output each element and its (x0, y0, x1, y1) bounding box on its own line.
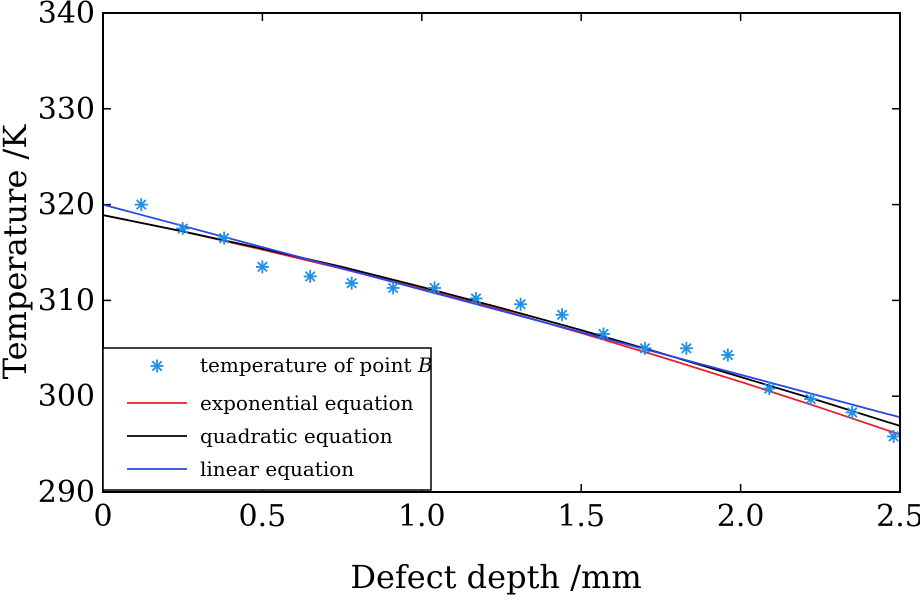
series-layer (102, 198, 901, 443)
scatter-point (176, 222, 190, 236)
y-tick-label: 310 (38, 283, 95, 318)
legend-asterisk-marker (150, 359, 164, 373)
legend-label-temperature: temperature of point B (200, 353, 433, 377)
series-line-linear (102, 203, 901, 419)
legend-item-exponential: exponential equation (127, 391, 414, 415)
scatter-point (303, 269, 317, 283)
legend-label-linear: linear equation (200, 457, 354, 481)
scatter-point (845, 405, 859, 419)
x-tick-label: 1.0 (398, 499, 446, 534)
y-tick-label: 290 (38, 475, 95, 510)
scatter-point (514, 297, 528, 311)
scatter-point (555, 308, 569, 322)
scatter-point (597, 327, 611, 341)
plot-frame (102, 12, 901, 493)
x-tick-label: 2.0 (717, 499, 765, 534)
scatter-point (345, 276, 359, 290)
scatter-point (134, 198, 148, 212)
scatter-point (638, 341, 652, 355)
y-tick-label: 340 (38, 0, 95, 31)
x-tick-label: 0 (93, 499, 112, 534)
legend-label-exponential: exponential equation (200, 391, 414, 415)
scatter-point (386, 281, 400, 295)
scatter-point (887, 429, 901, 443)
scatter-point (679, 341, 693, 355)
legend-item-scatter: temperature of point B (150, 353, 433, 377)
scatter-point (804, 392, 818, 406)
legend-item-linear: linear equation (127, 457, 354, 481)
legend-asterisk (150, 359, 164, 373)
x-tick-label: 2.5 (876, 499, 920, 534)
legend: temperature of point B exponential equat… (102, 347, 433, 491)
y-tick-label: 320 (38, 188, 95, 223)
y-tick-label: 330 (38, 92, 95, 127)
scatter-point (217, 231, 231, 245)
y-tick-label: 300 (38, 379, 95, 414)
legend-label-quadratic: quadratic equation (200, 424, 393, 448)
tick-labels: 0 0.5 1.0 1.5 2.0 2.5 290 300 310 320 330 340 (38, 0, 920, 534)
x-tick-label: 1.5 (557, 499, 605, 534)
scatter-point (721, 348, 735, 362)
x-axis-label: Defect depth /mm (350, 558, 641, 596)
scatter-point (255, 260, 269, 274)
x-tick-label: 0.5 (239, 499, 287, 534)
legend-item-quadratic: quadratic equation (127, 424, 393, 448)
y-axis-label: Temperature /K (0, 124, 34, 380)
series-line-quadratic (102, 214, 901, 427)
scatter-point (428, 281, 442, 295)
scatter-point (762, 382, 776, 396)
scatter-point (469, 291, 483, 305)
